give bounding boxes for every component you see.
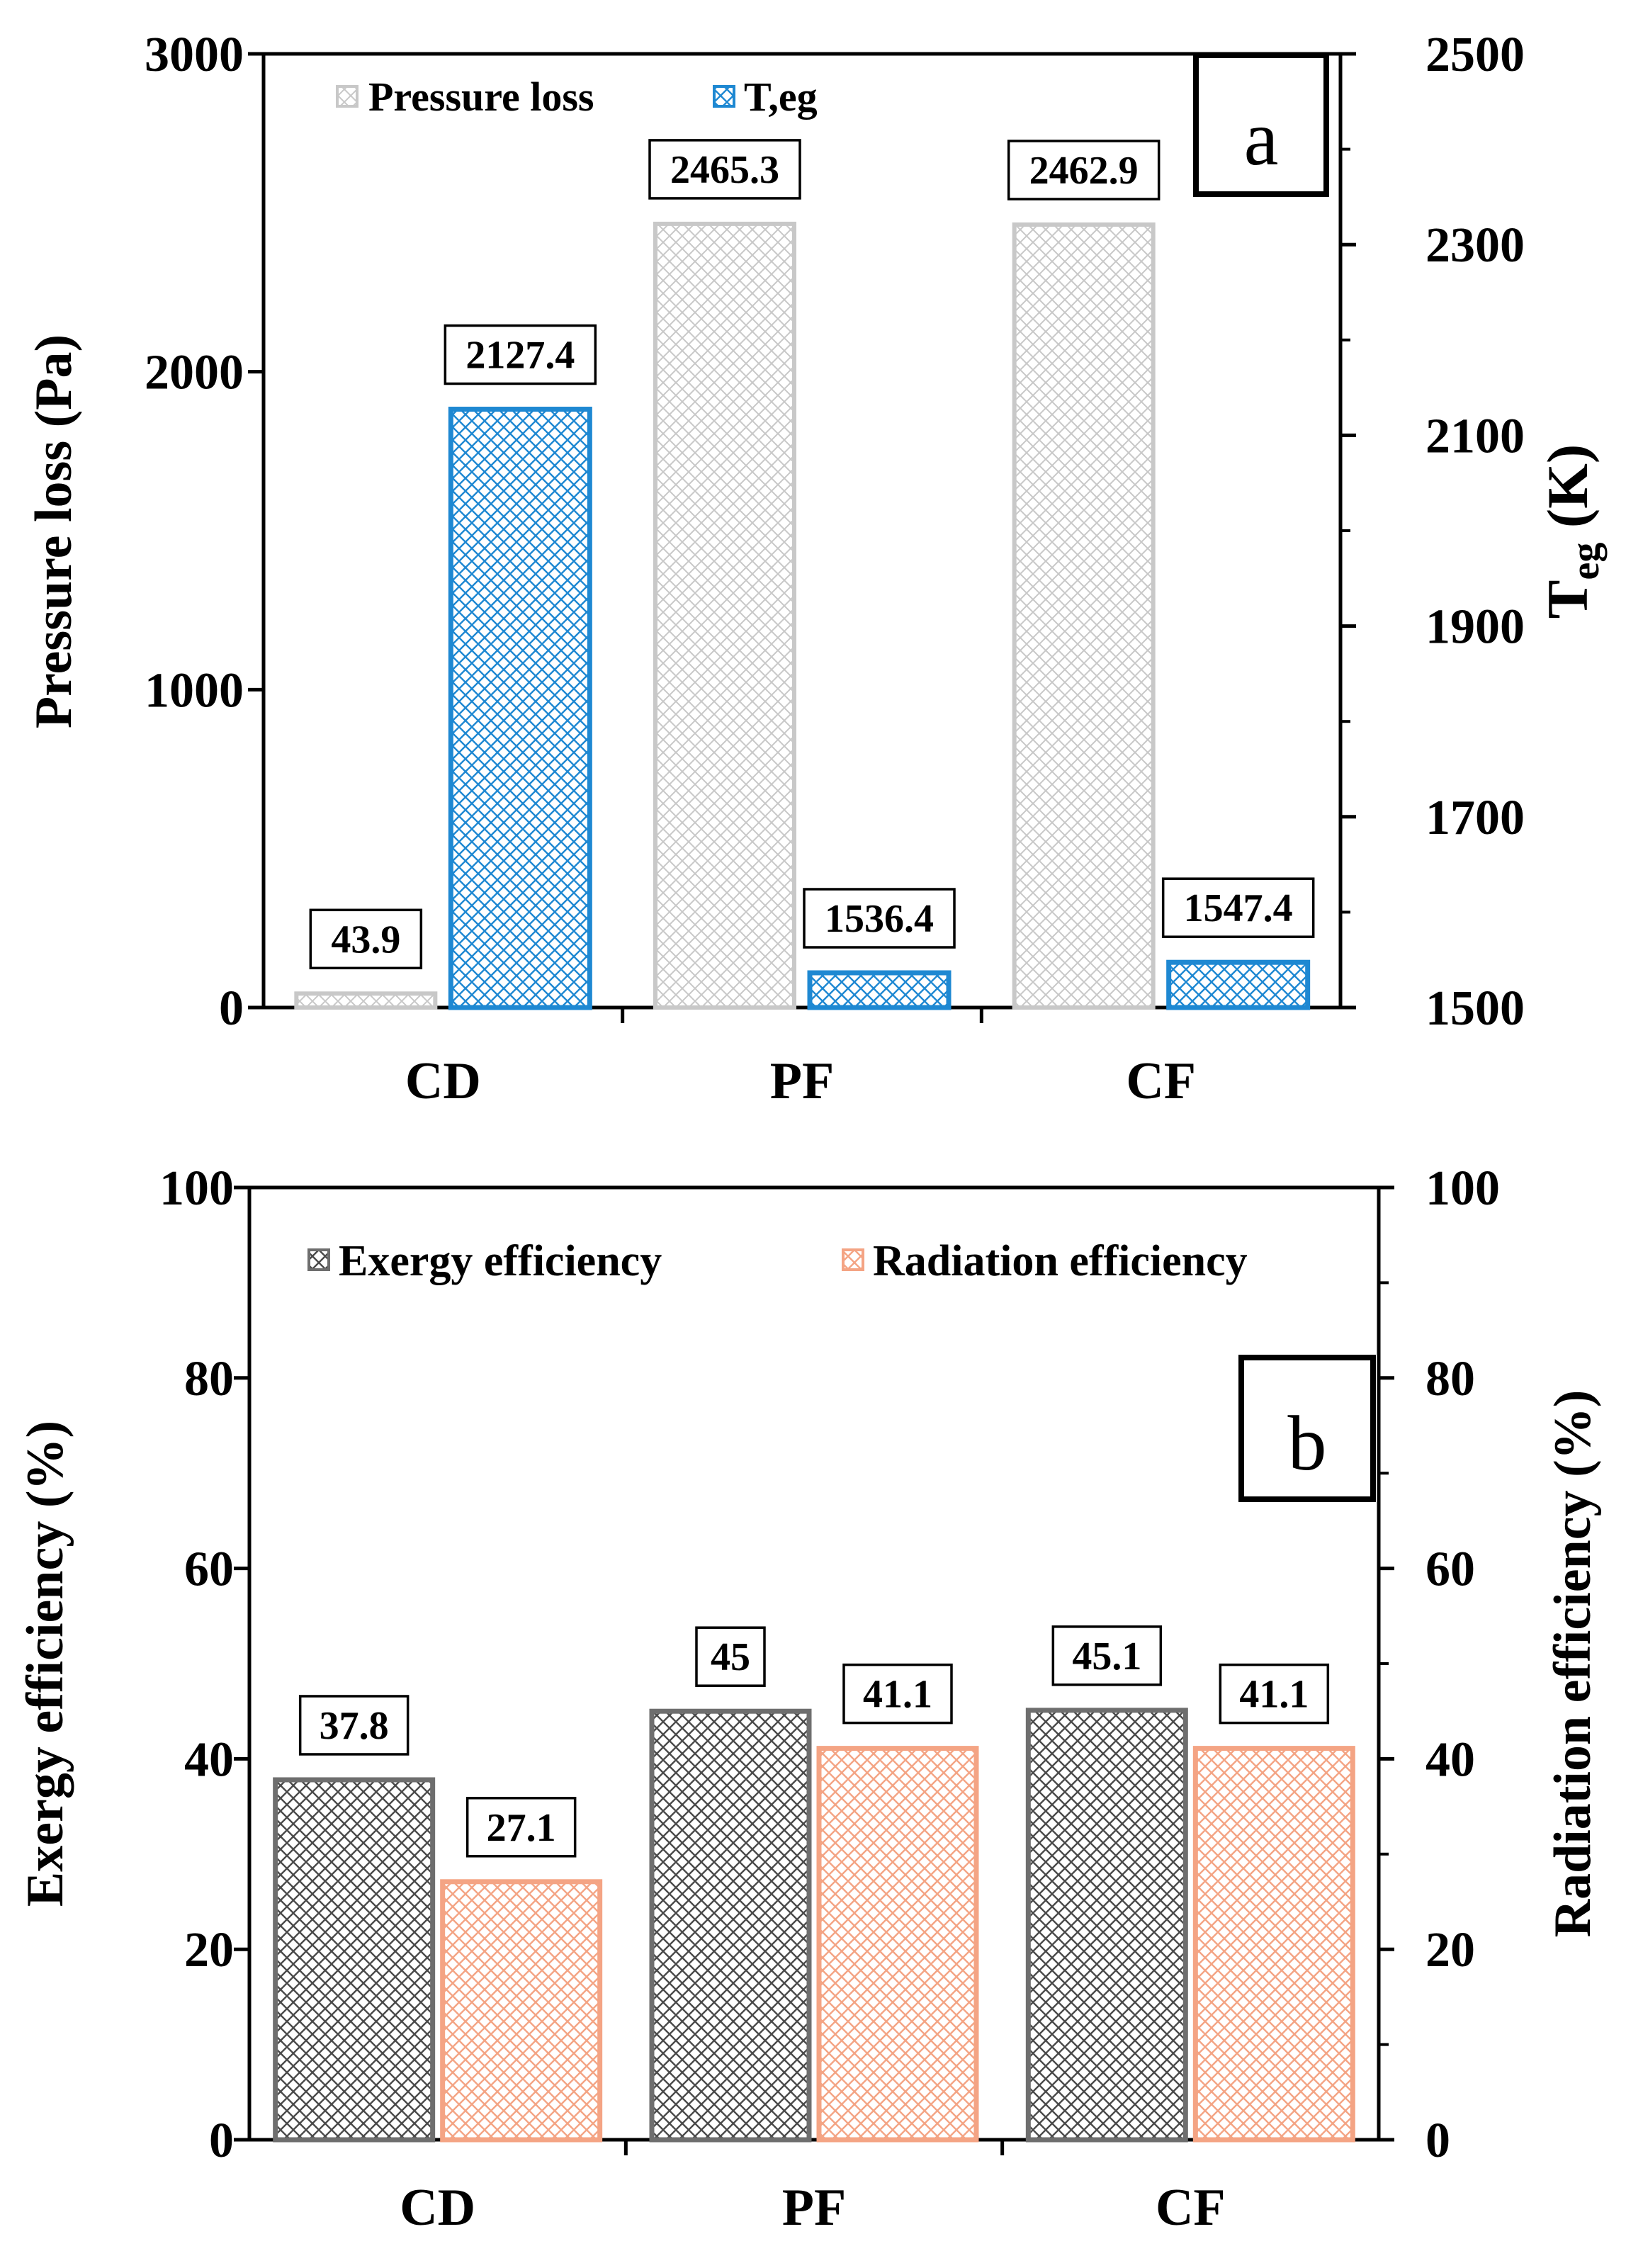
legend-swatch-exergy	[307, 1248, 330, 1271]
panel-label-b: b	[1288, 1400, 1327, 1486]
bar-exergy-efficiency-cd	[273, 1777, 436, 2143]
x-tick-label: CF	[1156, 2179, 1226, 2237]
y2-tick-label: 20	[1425, 1923, 1475, 1978]
data-label-box	[842, 1663, 953, 1725]
bar-exergy-efficiency-cf	[1025, 1708, 1188, 2143]
y-tick-label: 2000	[145, 346, 244, 400]
data-label: 2127.4	[465, 334, 575, 378]
bar-radiation-efficiency-cf	[1192, 1746, 1355, 2143]
data-label-box	[1051, 1625, 1163, 1686]
y2-title-main: T	[1535, 580, 1600, 619]
y-tick-label: 0	[219, 981, 244, 1036]
y-tick-label: 20	[184, 1923, 234, 1978]
data-label-box	[1161, 877, 1315, 938]
y2-tick-label: 1900	[1425, 600, 1525, 655]
data-label: 1536.4	[825, 897, 934, 941]
panel-a: 0 1000 2000 3000 1500 1700 1900 2100 2300 2500 CD P…	[25, 28, 1608, 1110]
panel-label-a: a	[1244, 95, 1279, 181]
plot-frame-a	[261, 52, 1343, 1010]
panel-b: 0 20 40 60 80 100 0 20 40 60 80 100 CD PF CF 37.8 45 45.…	[16, 1161, 1602, 2237]
y-tick-label: 40	[184, 1732, 234, 1787]
bar-radiation-efficiency-pf	[816, 1746, 979, 2143]
legend-swatch-radiation	[842, 1248, 864, 1271]
x-tick-label: PF	[782, 2179, 846, 2237]
data-label-box	[1007, 140, 1161, 201]
bar-pressure-loss-cf	[1012, 222, 1156, 1010]
legend-swatch-pressure-loss	[336, 85, 358, 108]
y-tick-label: 80	[184, 1352, 234, 1406]
x-tick-label: CD	[405, 1052, 481, 1110]
data-label-box	[444, 324, 597, 385]
y2-title-subscript: eg	[1564, 543, 1608, 580]
data-label: 41.1	[1239, 1673, 1309, 1717]
y-tick-label: 60	[184, 1542, 234, 1597]
bar-radiation-efficiency-cd	[440, 1879, 603, 2143]
panel-label-box-b	[1238, 1355, 1376, 1502]
data-label-box	[695, 1626, 766, 1687]
y2-tick-label: 2300	[1425, 218, 1525, 273]
legend-b: Exergy efficiency Radiation efficiency	[307, 1237, 1248, 1285]
y2-tick-label: 2100	[1425, 409, 1525, 463]
panel-label-box-a	[1193, 52, 1329, 197]
data-label: 37.8	[320, 1704, 389, 1748]
x-tick-label: CD	[400, 2179, 475, 2237]
y2-axis-title-b: Radiation efficiency (%)	[1544, 1390, 1602, 1938]
panel-b-data-labels: 37.8 45 45.1 27.1 41.1 41.1	[298, 1625, 1330, 1858]
legend-label-radiation: Radiation efficiency	[873, 1237, 1248, 1285]
y-axis-title-b: Exergy efficiency (%)	[16, 1421, 74, 1907]
data-label: 2462.9	[1029, 149, 1139, 193]
y-tick-label: 0	[209, 2114, 234, 2168]
panel-a-ticks: 0 1000 2000 3000 1500 1700 1900 2100 2300 2500 CD P…	[145, 28, 1525, 1110]
panel-b-ticks: 0 20 40 60 80 100 0 20 40 60 80 100 CD PF CF	[159, 1161, 1500, 2237]
y-axis-title-a: Pressure loss (Pa)	[25, 334, 83, 728]
y2-tick-label: 1500	[1425, 981, 1525, 1036]
data-label-box	[465, 1797, 577, 1858]
y2-tick-label: 1700	[1425, 791, 1525, 845]
legend-a: Pressure loss T,eg	[336, 74, 818, 120]
data-label: 27.1	[487, 1806, 556, 1850]
legend-swatch-t-eg	[713, 85, 735, 108]
y-tick-label: 1000	[145, 663, 244, 718]
panel-a-bars	[294, 221, 1311, 1010]
panel-b-bars	[273, 1708, 1355, 2143]
y2-tick-label: 40	[1425, 1732, 1475, 1787]
data-label: 43.9	[331, 918, 400, 961]
y2-title-unit: (K)	[1535, 444, 1600, 543]
data-label: 2465.3	[670, 148, 779, 192]
data-label: 41.1	[863, 1673, 932, 1717]
legend-label-t-eg: T,eg	[744, 74, 818, 120]
bar-t-eg-cf	[1166, 959, 1311, 1010]
data-label-box	[1219, 1663, 1330, 1725]
y2-tick-label: 0	[1425, 2114, 1450, 2168]
y2-axis-title-a: Teg (K)	[1535, 444, 1608, 619]
data-label-box	[298, 1695, 410, 1756]
data-label-box	[648, 139, 801, 200]
x-tick-label: PF	[770, 1052, 834, 1110]
y2-tick-label: 2500	[1425, 28, 1525, 82]
x-tick-label: CF	[1126, 1052, 1196, 1110]
bar-t-eg-cd	[448, 407, 592, 1010]
bar-t-eg-pf	[807, 970, 952, 1010]
y2-tick-label: 100	[1425, 1161, 1500, 1216]
data-label: 45	[711, 1635, 750, 1679]
panel-a-data-labels: 43.9 2465.3 2462.9 2127.4 1536.4 1547.4	[309, 139, 1315, 970]
legend-label-pressure-loss: Pressure loss	[368, 74, 594, 120]
legend-label-exergy: Exergy efficiency	[339, 1237, 662, 1285]
bar-pressure-loss-pf	[653, 221, 797, 1010]
data-label: 45.1	[1072, 1635, 1141, 1679]
y-tick-label: 3000	[145, 28, 244, 82]
bar-pressure-loss-cd	[294, 991, 438, 1010]
y2-tick-label: 60	[1425, 1542, 1475, 1597]
y2-tick-label: 80	[1425, 1352, 1475, 1406]
data-label: 1547.4	[1184, 886, 1293, 930]
y-tick-label: 100	[159, 1161, 234, 1216]
data-label-box	[803, 888, 956, 949]
data-label-box	[309, 908, 423, 970]
bar-exergy-efficiency-pf	[649, 1708, 812, 2143]
